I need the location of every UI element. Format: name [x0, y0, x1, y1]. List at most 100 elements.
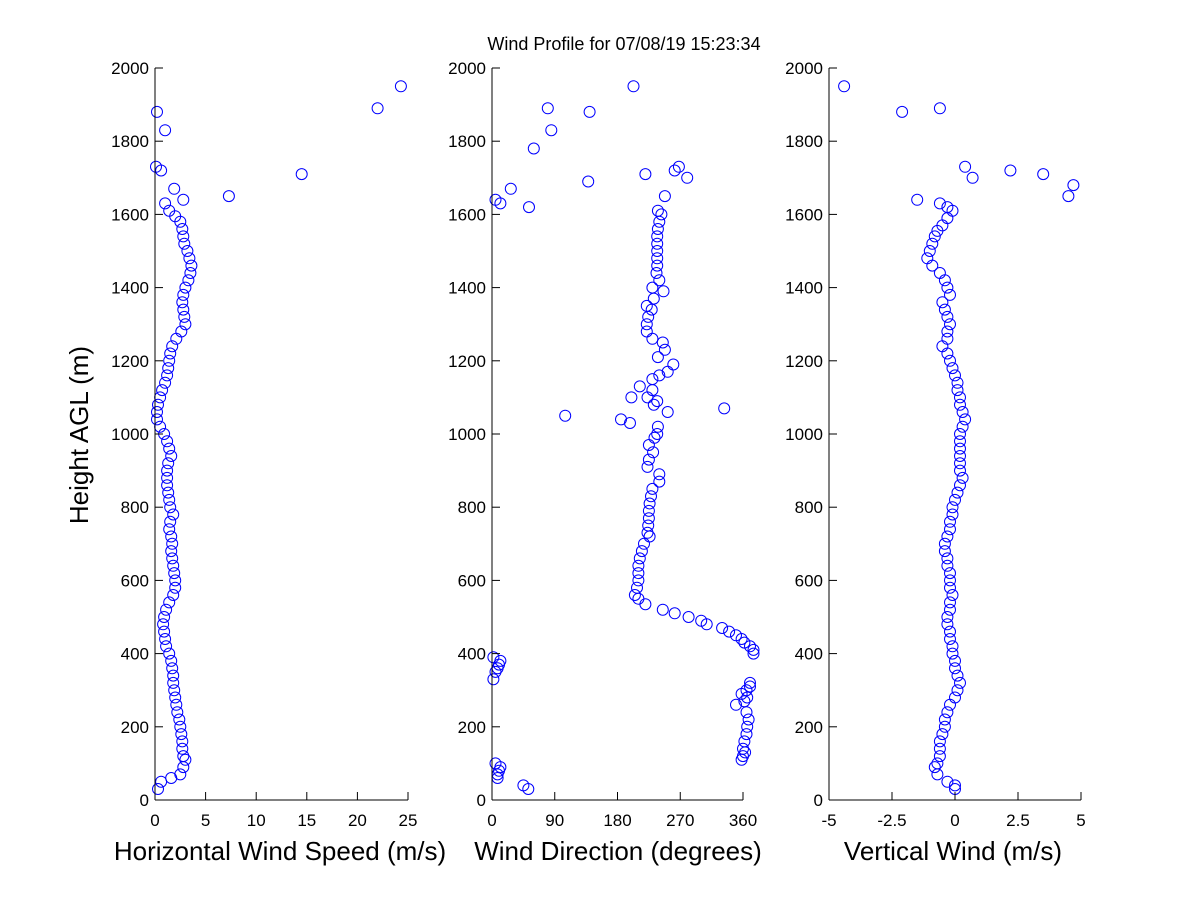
data-point — [155, 775, 168, 788]
data-point — [921, 252, 934, 265]
data-point — [944, 515, 956, 528]
data-point — [941, 325, 954, 338]
data-point — [661, 406, 674, 418]
y-tick-label: 1200 — [111, 352, 149, 371]
data-point — [931, 757, 944, 770]
data-point — [933, 750, 946, 763]
data-point — [156, 384, 169, 397]
data-point — [158, 625, 171, 638]
data-point — [642, 504, 655, 517]
data-point — [747, 647, 760, 660]
x-tick-label: -5 — [821, 811, 836, 830]
data-point — [640, 318, 653, 331]
data-point — [966, 171, 979, 184]
data-point — [941, 552, 954, 565]
data-point — [740, 728, 753, 741]
y-tick-label: 0 — [477, 791, 486, 810]
data-point — [545, 124, 558, 137]
data-point — [928, 761, 941, 774]
data-point — [161, 479, 174, 492]
data-point — [716, 622, 729, 634]
data-point — [489, 665, 502, 678]
data-point — [163, 354, 176, 367]
y-tick-label: 200 — [795, 718, 823, 737]
data-point — [371, 102, 384, 115]
data-point — [171, 706, 184, 719]
data-point — [735, 753, 748, 766]
data-point — [628, 589, 641, 601]
data-point — [735, 633, 748, 645]
data-point — [161, 471, 174, 484]
data-point — [651, 230, 664, 243]
data-point — [923, 245, 936, 257]
y-tick-label: 600 — [458, 571, 486, 590]
data-point — [944, 581, 956, 594]
data-point — [944, 574, 956, 587]
data-point — [527, 142, 540, 155]
y-tick-label: 600 — [121, 571, 149, 590]
y-axis-label: Height AGL (m) — [64, 346, 94, 524]
x-tick-label: -2.5 — [877, 811, 906, 830]
x-tick-label: 270 — [666, 811, 694, 830]
y-tick-label: 800 — [121, 498, 149, 517]
data-point — [639, 598, 652, 611]
data-point — [169, 581, 182, 594]
data-point — [668, 164, 681, 177]
data-point — [165, 545, 178, 558]
data-point — [632, 567, 645, 580]
data-point — [166, 552, 179, 565]
data-point — [946, 501, 959, 514]
data-point — [176, 742, 189, 755]
x-tick-label: 0 — [150, 811, 159, 830]
data-point — [168, 567, 181, 580]
data-point — [938, 303, 951, 316]
data-point — [949, 691, 961, 704]
x-tick-label: 20 — [348, 811, 367, 830]
data-point — [627, 80, 640, 93]
x-axis-label: Horizontal Wind Speed (m/s) — [114, 836, 446, 866]
data-point — [938, 537, 951, 550]
data-point — [159, 633, 172, 645]
data-point — [169, 691, 182, 704]
data-point — [931, 224, 944, 237]
data-point — [161, 435, 174, 448]
data-point — [164, 347, 177, 360]
data-point — [944, 354, 956, 367]
data-point — [647, 446, 660, 459]
data-point — [179, 753, 192, 766]
data-point — [954, 450, 966, 462]
data-point — [642, 512, 655, 525]
data-point — [646, 281, 659, 294]
data-point — [951, 384, 964, 397]
y-tick-label: 2000 — [111, 59, 149, 78]
data-point — [167, 508, 180, 521]
data-point — [295, 168, 308, 181]
y-tick-label: 0 — [140, 791, 149, 810]
data-point — [651, 237, 664, 250]
data-point — [944, 318, 956, 331]
data-point — [956, 406, 969, 418]
data-point — [182, 274, 195, 287]
data-point — [657, 285, 670, 298]
data-point — [738, 735, 751, 748]
data-point — [163, 647, 176, 660]
data-point — [744, 640, 756, 653]
data-point — [1004, 164, 1017, 177]
data-point — [741, 720, 754, 733]
data-point — [651, 395, 664, 408]
data-point — [174, 215, 187, 228]
data-point — [661, 365, 674, 378]
data-point — [949, 654, 961, 667]
data-point — [951, 486, 964, 499]
y-tick-label: 800 — [458, 498, 486, 517]
y-tick-label: 800 — [795, 498, 823, 517]
data-point — [646, 332, 659, 345]
data-point — [631, 581, 643, 594]
x-axis-label: Vertical Wind (m/s) — [844, 836, 1062, 866]
data-point — [653, 468, 666, 481]
data-point — [582, 175, 595, 188]
data-point — [185, 259, 198, 272]
data-point — [681, 171, 694, 184]
x-tick-label: 5 — [1076, 811, 1085, 830]
data-point — [176, 735, 189, 748]
